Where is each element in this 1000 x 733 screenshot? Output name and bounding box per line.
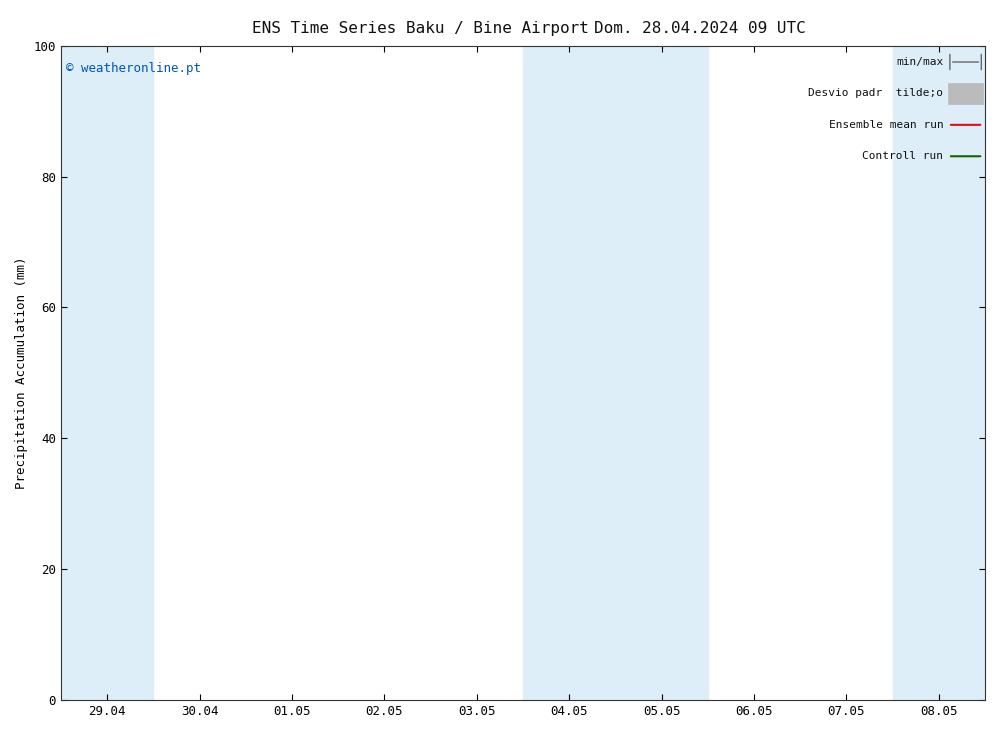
Text: min/max: min/max: [896, 57, 943, 67]
Text: Ensemble mean run: Ensemble mean run: [829, 120, 943, 130]
Text: ENS Time Series Baku / Bine Airport: ENS Time Series Baku / Bine Airport: [252, 21, 588, 35]
Bar: [893, 45, 985, 700]
Text: Desvio padr  tilde;o: Desvio padr tilde;o: [808, 89, 943, 98]
Text: Dom. 28.04.2024 09 UTC: Dom. 28.04.2024 09 UTC: [594, 21, 806, 35]
Bar: [523, 45, 708, 700]
Text: Controll run: Controll run: [862, 151, 943, 161]
Bar: [61, 45, 153, 700]
Text: © weatheronline.pt: © weatheronline.pt: [66, 62, 201, 75]
Y-axis label: Precipitation Accumulation (mm): Precipitation Accumulation (mm): [15, 257, 28, 489]
Bar: [948, 83, 983, 104]
